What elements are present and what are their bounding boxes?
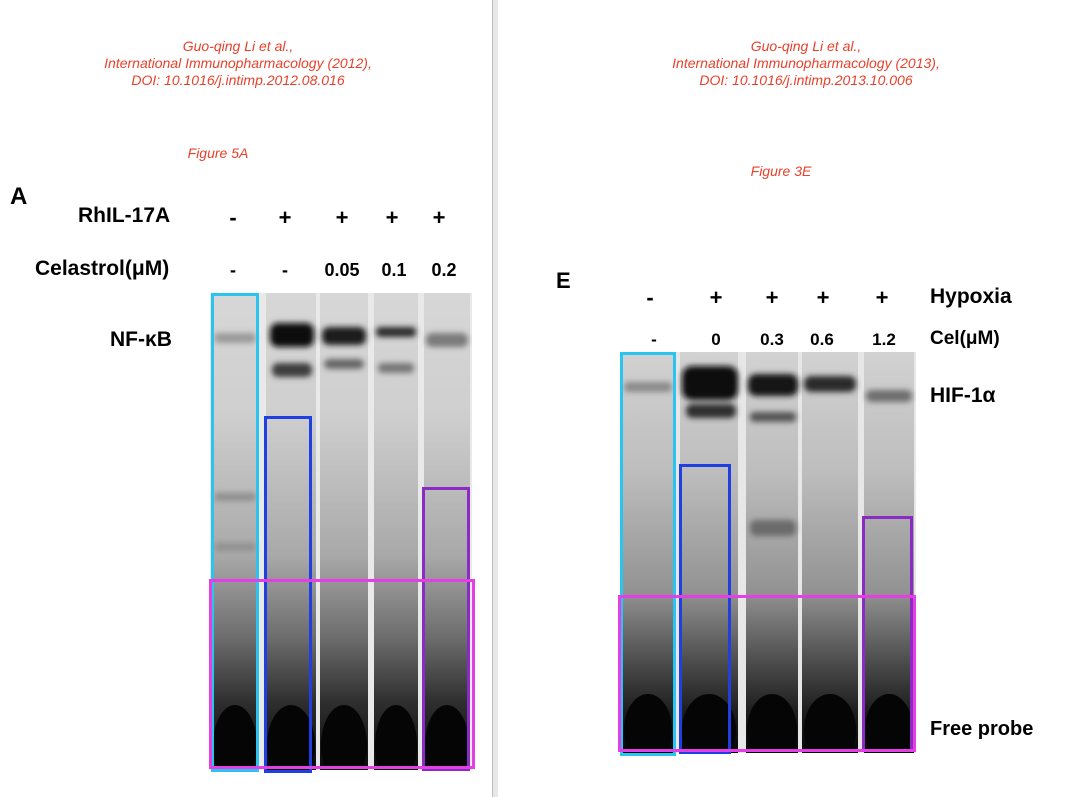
right-band-label: HIF-1α — [930, 384, 996, 407]
left-row2-lane1: - — [230, 260, 236, 280]
right-free-probe-front — [624, 694, 913, 753]
right-row2-label: Cel(μM) — [930, 328, 1000, 349]
left-row2-lane2: - — [282, 260, 288, 280]
left-citation: Guo-qing Li et al., International Immuno… — [40, 38, 436, 89]
right-figure-label: Figure 3E — [750, 163, 812, 179]
right-row1-lane4: + — [816, 285, 830, 310]
left-citation-authors: Guo-qing Li et al., — [182, 38, 294, 54]
left-row1-lane5: + — [432, 205, 446, 230]
left-figure-label: Figure 5A — [187, 145, 249, 161]
left-gel-blot — [210, 293, 472, 770]
left-row1-label: RhIL-17A — [78, 204, 171, 227]
right-row2-lane3: 0.3 — [760, 330, 784, 349]
right-magenta-highlight-box — [618, 595, 916, 752]
left-row2-label: Celastrol(μM) — [35, 257, 170, 280]
right-figure-panel: Guo-qing Li et al., International Immuno… — [498, 0, 1080, 797]
right-panel-letter: E — [556, 268, 571, 293]
left-magenta-highlight-box — [209, 579, 475, 769]
right-citation-journal: International Immunopharmacology (2013), — [672, 55, 940, 71]
left-band-label: NF-κB — [110, 328, 172, 351]
left-row2-lane4: 0.1 — [381, 260, 407, 280]
left-row1-lane4: + — [385, 205, 399, 230]
left-row1-lane1: - — [229, 205, 237, 230]
right-row1-lane3: + — [765, 285, 779, 310]
right-row2-lane5: 1.2 — [872, 330, 896, 349]
left-purple-highlight-box — [422, 487, 470, 771]
left-blue-highlight-box — [264, 416, 312, 773]
right-row1-lane5: + — [875, 285, 889, 310]
left-gel-lanes — [212, 293, 470, 770]
page-divider — [492, 0, 498, 797]
right-citation: Guo-qing Li et al., International Immuno… — [608, 38, 1004, 89]
right-citation-doi: DOI: 10.1016/j.intimp.2013.10.006 — [699, 72, 913, 88]
right-gel-bands — [624, 366, 912, 536]
left-cyan-highlight-box — [211, 293, 259, 772]
left-row1-lane2: + — [278, 205, 292, 230]
right-row1-label: Hypoxia — [930, 285, 1012, 308]
right-free-probe-label: Free probe — [930, 718, 1034, 740]
right-row2-lane2: 0 — [711, 330, 721, 349]
right-citation-authors: Guo-qing Li et al., — [750, 38, 862, 54]
right-row2-lane4: 0.6 — [810, 330, 834, 349]
left-row2-lane5: 0.2 — [431, 260, 457, 280]
left-row2-lane3: 0.05 — [324, 260, 360, 280]
right-row1-lane2: + — [709, 285, 723, 310]
left-gel-bands — [214, 323, 468, 551]
left-row1-lane3: + — [335, 205, 349, 230]
left-free-probe-front — [213, 705, 469, 770]
left-panel-letter: A — [10, 183, 28, 210]
right-cyan-highlight-box — [620, 352, 676, 756]
left-figure-panel: Guo-qing Li et al., International Immuno… — [0, 0, 492, 797]
right-blue-highlight-box — [679, 464, 731, 754]
right-row2-lane1: - — [651, 330, 657, 349]
right-row1-lane1: - — [646, 285, 654, 310]
left-citation-journal: International Immunopharmacology (2012), — [104, 55, 372, 71]
left-citation-doi: DOI: 10.1016/j.intimp.2012.08.016 — [131, 72, 345, 88]
